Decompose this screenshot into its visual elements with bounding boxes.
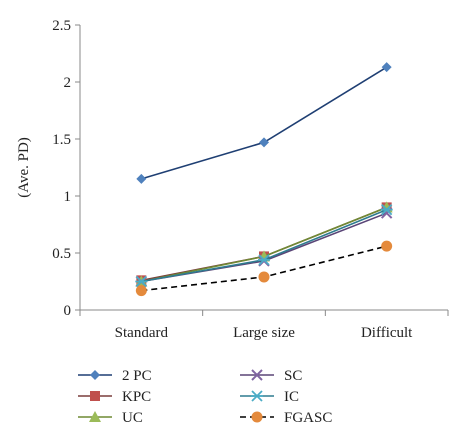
series-fgasc — [135, 240, 393, 297]
legend-item: SC — [240, 368, 302, 384]
series-line — [141, 206, 387, 282]
data-point — [258, 254, 270, 266]
legend-marker — [251, 390, 263, 402]
legend-marker — [90, 370, 100, 380]
series-ic — [135, 204, 393, 288]
data-point — [381, 240, 393, 252]
data-point — [381, 62, 392, 73]
y-tick-label: 2.5 — [52, 18, 71, 34]
legend-label: FGASC — [284, 410, 332, 426]
y-tick-label: 2 — [64, 75, 72, 91]
axes: 0 0.5 1 1.5 2 2.5 Standard Large size Difficult (… — [16, 18, 449, 341]
series-layer — [135, 62, 393, 297]
y-tick-label: 1.5 — [52, 132, 71, 148]
legend-item: IC — [240, 389, 299, 405]
series-line — [141, 66, 388, 180]
x-tick-label: Standard — [115, 325, 169, 341]
legend-item: FGASC — [240, 410, 332, 426]
legend-item: 2 PC — [78, 368, 152, 384]
data-point — [135, 285, 147, 297]
legend-marker-stroke — [251, 369, 263, 381]
series-2-pc — [136, 62, 392, 184]
x-tick-label: Difficult — [361, 325, 413, 341]
legend-label: IC — [284, 389, 299, 405]
legend-label: UC — [122, 410, 143, 426]
series-line — [141, 212, 387, 283]
y-tick-label: 0.5 — [52, 246, 71, 262]
legend-marker — [90, 391, 100, 401]
series-line — [141, 208, 387, 283]
legend-label: SC — [284, 368, 302, 384]
y-axis-label: (Ave. PD) — [16, 137, 32, 198]
legend-item: KPC — [78, 389, 151, 405]
legend-label: KPC — [122, 389, 151, 405]
y-tick-label: 0 — [64, 303, 72, 319]
data-point — [135, 275, 148, 288]
series-line — [141, 206, 387, 283]
data-point — [136, 173, 147, 184]
x-tick-label: Large size — [233, 325, 295, 341]
legend-marker — [251, 369, 263, 381]
legend-marker — [89, 411, 101, 422]
legend: 2 PC KPC UC SC IC FGASC — [78, 368, 332, 426]
legend-marker — [251, 411, 263, 423]
y-tick-label: 1 — [64, 189, 72, 205]
data-point — [258, 271, 270, 283]
legend-item: UC — [78, 410, 143, 426]
legend-label: 2 PC — [122, 368, 152, 384]
data-point — [259, 137, 269, 148]
data-point — [380, 204, 393, 216]
